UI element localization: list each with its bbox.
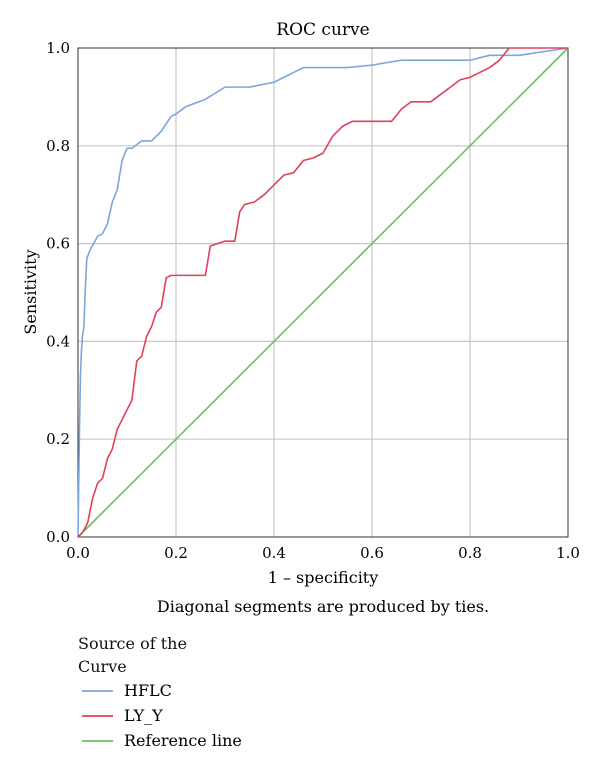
x-tick-label: 0.0: [66, 544, 90, 562]
plot-frame: [77, 47, 569, 538]
series-layer: [77, 47, 569, 538]
series-line-ly-y: [77, 47, 568, 538]
y-axis-label: Sensitivity: [21, 249, 40, 334]
y-tick-label: 0.4: [46, 332, 70, 350]
legend-title: Source of the Curve: [78, 634, 187, 676]
legend-label-reference-line: Reference line: [124, 731, 242, 750]
legend-title-box: Source of the Curve: [78, 634, 187, 676]
series-line-hflc: [77, 47, 569, 538]
y-tick-label: 0.6: [46, 235, 70, 253]
y-tick-label: 0.8: [46, 137, 70, 155]
legend-label-ly-y: LY_Y: [124, 706, 163, 725]
tick-labels: 0.0 0.2 0.4 0.6 0.8 1.0 0.0 0.2 0.4 0.6 0.8 1.0: [46, 39, 580, 562]
x-tick-label: 0.2: [164, 544, 188, 562]
grid: [78, 48, 568, 537]
ties-note: Diagonal segments are produced by ties.: [157, 597, 489, 616]
chart-title: ROC curve: [276, 20, 369, 40]
legend: Source of the Curve HFLC LY_Y Reference li…: [78, 634, 242, 750]
y-tick-label: 0.0: [46, 528, 70, 546]
legend-label-hflc: HFLC: [124, 681, 172, 700]
legend-items: HFLC LY_Y Reference line: [82, 681, 242, 750]
x-tick-label: 0.8: [458, 544, 482, 562]
y-tick-label: 1.0: [46, 39, 70, 57]
x-tick-label: 0.4: [262, 544, 286, 562]
x-tick-label: 1.0: [556, 544, 580, 562]
x-tick-label: 0.6: [360, 544, 384, 562]
series-line-reference-line: [77, 47, 569, 538]
x-axis-label: 1 – specificity: [268, 568, 379, 587]
y-tick-label: 0.2: [46, 430, 70, 448]
